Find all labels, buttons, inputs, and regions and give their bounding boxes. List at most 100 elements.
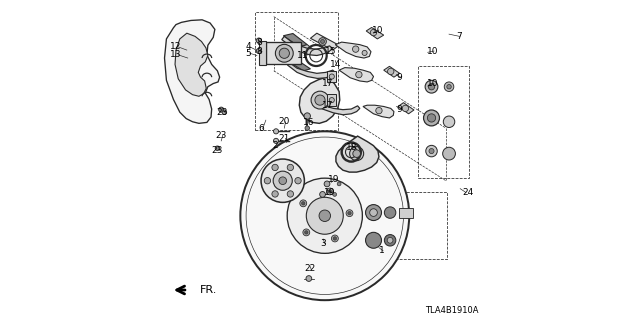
Circle shape: [320, 192, 325, 197]
Circle shape: [273, 129, 278, 134]
Circle shape: [356, 71, 362, 78]
Circle shape: [301, 202, 305, 205]
Text: 23: 23: [216, 108, 228, 117]
Text: 17: 17: [322, 79, 333, 88]
Circle shape: [388, 68, 394, 75]
Polygon shape: [300, 77, 340, 123]
Text: 1: 1: [380, 246, 385, 255]
Circle shape: [402, 105, 408, 112]
Circle shape: [219, 107, 224, 112]
Circle shape: [365, 232, 381, 248]
Text: 21: 21: [278, 134, 290, 143]
Text: 14: 14: [330, 60, 341, 69]
Polygon shape: [326, 94, 336, 106]
Polygon shape: [399, 208, 413, 218]
Bar: [418, 66, 469, 178]
Circle shape: [385, 235, 396, 246]
Circle shape: [329, 98, 334, 103]
Text: 8: 8: [257, 38, 262, 47]
Circle shape: [241, 131, 409, 300]
Circle shape: [305, 231, 308, 234]
Text: 4: 4: [246, 42, 251, 52]
Circle shape: [306, 276, 312, 281]
Circle shape: [447, 84, 451, 89]
Text: 23: 23: [212, 146, 223, 155]
Circle shape: [319, 38, 326, 45]
Polygon shape: [282, 36, 333, 55]
Text: 11: 11: [297, 51, 308, 60]
Text: 18: 18: [346, 143, 358, 152]
Circle shape: [311, 91, 329, 109]
Polygon shape: [287, 63, 335, 78]
Text: 24: 24: [462, 188, 473, 197]
Circle shape: [365, 204, 381, 220]
Polygon shape: [314, 96, 337, 107]
Circle shape: [371, 29, 377, 36]
Circle shape: [346, 210, 353, 217]
Text: TLA4B1910A: TLA4B1910A: [425, 306, 479, 315]
Text: 22: 22: [304, 264, 316, 274]
Text: 13: 13: [170, 50, 182, 59]
Circle shape: [273, 138, 278, 143]
Text: 9: 9: [397, 105, 403, 114]
Bar: [358, 193, 447, 260]
Text: FR.: FR.: [200, 285, 217, 295]
Text: 5: 5: [245, 49, 251, 58]
Circle shape: [261, 159, 305, 202]
Circle shape: [275, 44, 293, 62]
Text: 2: 2: [273, 141, 278, 150]
Circle shape: [349, 147, 364, 161]
Polygon shape: [384, 66, 399, 77]
Circle shape: [287, 191, 294, 197]
Polygon shape: [259, 42, 266, 65]
Circle shape: [222, 110, 227, 115]
Circle shape: [264, 178, 271, 184]
Bar: [255, 12, 337, 130]
Polygon shape: [336, 136, 379, 172]
Circle shape: [428, 84, 435, 90]
Text: 20: 20: [278, 117, 290, 126]
Circle shape: [321, 40, 324, 44]
Circle shape: [279, 177, 287, 185]
Text: 17: 17: [322, 101, 333, 110]
Circle shape: [332, 235, 339, 242]
Text: 23: 23: [215, 131, 227, 140]
Text: 16: 16: [303, 118, 314, 127]
Polygon shape: [335, 42, 371, 58]
Circle shape: [273, 171, 292, 190]
Text: 10: 10: [372, 26, 383, 35]
Circle shape: [425, 80, 438, 93]
Circle shape: [333, 193, 337, 196]
Polygon shape: [175, 33, 208, 96]
Circle shape: [279, 48, 289, 58]
Circle shape: [387, 237, 393, 243]
Circle shape: [353, 150, 360, 157]
Circle shape: [215, 146, 220, 150]
Text: 7: 7: [456, 32, 461, 41]
Circle shape: [370, 209, 378, 216]
Circle shape: [324, 181, 330, 187]
Polygon shape: [300, 45, 316, 55]
Circle shape: [315, 95, 325, 105]
Circle shape: [444, 82, 454, 92]
Polygon shape: [366, 28, 384, 39]
Circle shape: [272, 164, 278, 171]
Polygon shape: [284, 34, 307, 47]
Polygon shape: [310, 33, 339, 50]
Polygon shape: [363, 105, 394, 118]
Circle shape: [256, 38, 261, 43]
Circle shape: [426, 145, 437, 157]
Circle shape: [256, 49, 261, 53]
Circle shape: [305, 126, 310, 130]
Text: 3: 3: [320, 239, 326, 248]
Circle shape: [287, 164, 294, 171]
Circle shape: [353, 46, 359, 52]
Circle shape: [295, 178, 301, 184]
Circle shape: [444, 116, 455, 127]
Text: 12: 12: [170, 42, 182, 52]
Text: 10: 10: [428, 79, 439, 88]
Text: 15: 15: [324, 47, 336, 56]
Circle shape: [424, 110, 440, 126]
Polygon shape: [398, 103, 414, 114]
Circle shape: [287, 178, 362, 253]
